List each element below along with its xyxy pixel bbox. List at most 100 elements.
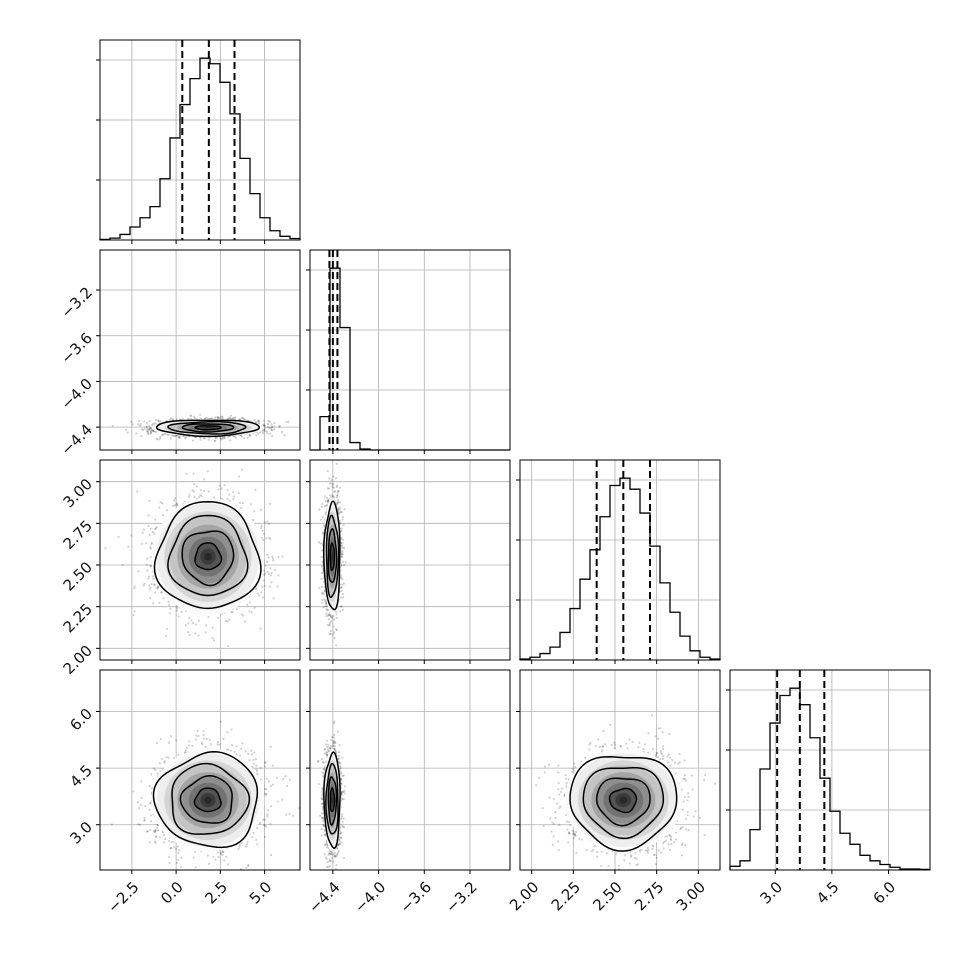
scatter-point [338, 761, 341, 765]
scatter-point [623, 859, 626, 862]
scatter-point [629, 855, 633, 858]
scatter-point [269, 853, 273, 857]
scatter-point [166, 434, 169, 437]
scatter-point [187, 622, 190, 625]
x-tick-label: −4.4 [305, 878, 343, 916]
scatter-point [146, 429, 149, 432]
scatter-point [690, 774, 693, 777]
scatter-point [149, 527, 152, 530]
scatter-point [285, 813, 288, 816]
scatter-point [277, 574, 280, 577]
scatter-point [178, 436, 182, 439]
scatter-point [683, 795, 686, 799]
scatter-point [269, 805, 273, 808]
scatter-point [246, 840, 249, 844]
scatter-point [253, 606, 256, 609]
scatter-point [272, 559, 275, 562]
scatter-point [243, 437, 246, 440]
scatter-point [653, 853, 656, 856]
scatter-point [670, 835, 673, 838]
scatter-point [155, 835, 158, 838]
scatter-point [337, 843, 340, 846]
scatter-point [201, 743, 204, 746]
scatter-point [339, 778, 343, 781]
scatter-point [341, 538, 344, 541]
scatter-point [342, 774, 345, 777]
scatter-point [341, 550, 344, 554]
scatter-point [680, 854, 684, 857]
scatter-point [202, 730, 205, 733]
scatter-point [220, 437, 224, 440]
scatter-point [324, 599, 327, 602]
scatter-point [339, 766, 342, 770]
scatter-point [557, 849, 560, 852]
scatter-point [221, 850, 224, 853]
scatter-point [322, 823, 325, 826]
scatter-point [318, 814, 322, 817]
scatter-point [151, 602, 155, 605]
scatter-point [318, 586, 321, 589]
scatter-point [329, 633, 332, 636]
scatter-point [223, 436, 226, 439]
scatter-point [273, 421, 276, 425]
scatter-point [192, 621, 195, 625]
scatter-point [207, 438, 210, 441]
scatter-point [667, 753, 670, 756]
scatter-point [336, 491, 339, 494]
scatter-point [330, 735, 334, 739]
scatter-point [174, 497, 177, 500]
scatter-point [171, 418, 174, 421]
scatter-point [195, 734, 198, 737]
scatter-point [278, 425, 281, 428]
scatter-point [202, 733, 205, 736]
contour-3 [155, 419, 261, 438]
scatter-point [335, 644, 338, 647]
scatter-point [233, 750, 236, 754]
contour-3 [153, 500, 262, 610]
scatter-point [156, 585, 160, 588]
scatter-point [328, 859, 331, 863]
scatter-point [535, 784, 538, 787]
contour-3 [322, 500, 341, 611]
scatter-point [647, 848, 650, 851]
scatter-point [343, 785, 346, 788]
scatter-point [175, 502, 178, 505]
scatter-point [541, 807, 544, 810]
scatter-point [662, 745, 665, 748]
scatter-point [292, 814, 295, 817]
scatter-point [332, 496, 336, 499]
scatter-point [637, 746, 640, 749]
scatter-point [336, 844, 340, 847]
scatter-point [320, 598, 324, 602]
scatter-point [149, 430, 153, 433]
scatter-point [231, 610, 234, 614]
scatter-point [321, 502, 324, 506]
scatter-point [654, 862, 658, 866]
scatter-point [329, 494, 332, 497]
scatter-point [330, 853, 333, 856]
scatter-point [655, 753, 658, 756]
scatter-point [140, 803, 143, 806]
scatter-point [323, 767, 326, 770]
scatter-point [683, 774, 686, 777]
x-tick-label: 2.50 [589, 878, 625, 914]
scatter-point [189, 414, 192, 417]
scatter-point [191, 489, 194, 492]
scatter-point [335, 610, 338, 613]
scatter-point [327, 865, 330, 868]
scatter-point [329, 614, 332, 617]
scatter-point [334, 490, 337, 493]
pair-content [104, 468, 284, 648]
scatter-point [121, 563, 124, 567]
scatter-point [248, 434, 251, 437]
scatter-point [148, 841, 152, 844]
density-fill [204, 427, 212, 429]
x-tick-label: 2.5 [202, 878, 232, 908]
scatter-point [201, 876, 203, 878]
scatter-point [167, 756, 170, 759]
scatter-point [190, 415, 193, 418]
scatter-point [148, 427, 151, 430]
scatter-point [177, 615, 180, 618]
scatter-point [339, 777, 343, 780]
